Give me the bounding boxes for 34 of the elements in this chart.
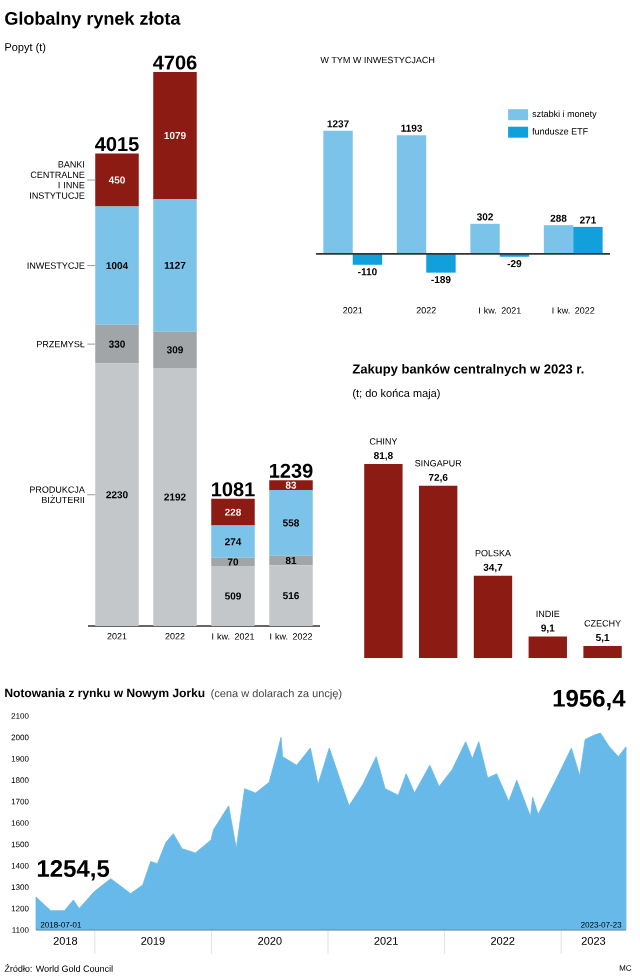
bar [426,253,456,273]
bar [573,226,603,254]
bar [95,153,139,207]
bar [528,636,567,658]
bar [95,324,139,364]
total-label: 1239 [270,463,313,478]
bar [352,253,383,265]
bar [211,525,255,558]
bar [269,480,313,491]
bar [269,490,313,556]
annotation: 1254,5 [37,860,110,881]
bar [419,485,458,658]
bar [153,72,197,199]
bar [95,363,139,626]
bar [211,557,255,567]
bar [153,199,197,332]
total-label: 4706 [153,55,197,70]
annotation: 1956,4 [553,689,626,711]
bar [470,223,500,254]
bar [211,566,255,626]
bar [323,130,353,254]
chart-title: Globalny rynek złota [5,11,181,29]
bar [583,645,622,658]
bar [153,331,197,368]
bar [269,565,313,626]
bar [153,368,197,626]
bar [211,498,255,526]
bar [396,135,427,254]
total-label: 4015 [95,137,139,152]
total-label: 1081 [212,482,255,497]
bar [543,225,574,254]
bar [364,464,403,658]
bar [95,206,139,325]
bar [473,575,513,658]
